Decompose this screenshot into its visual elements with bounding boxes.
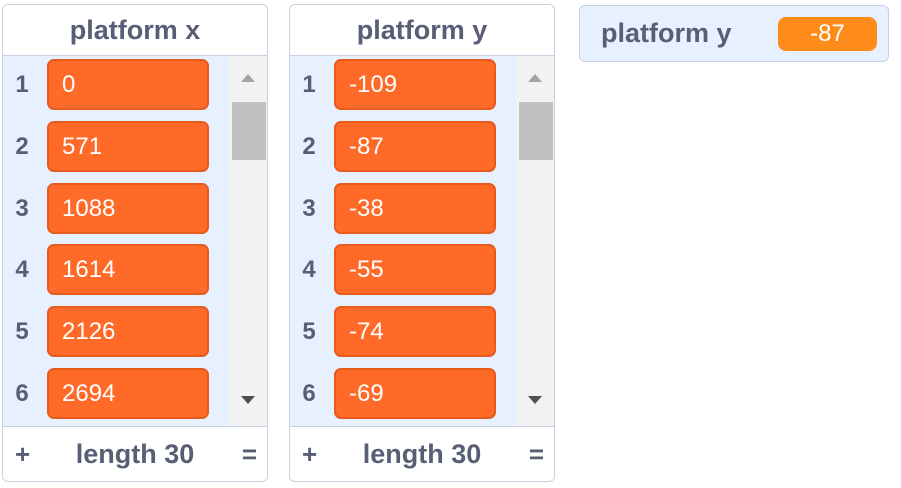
list-item-index: 4 [302,255,316,283]
list-item: 5 -74 [290,303,516,360]
list-footer: + length 30 = [290,426,554,481]
list-rows: 1 -109 2 -87 3 -38 4 -55 5 -74 6 -69 [290,56,516,428]
list-item-value[interactable]: 1614 [47,244,209,295]
list-monitor-platform-y: platform y 1 -109 2 -87 3 -38 4 -55 5 -7… [289,4,555,482]
list-item-index: 2 [15,132,29,160]
list-item-index: 1 [302,70,316,98]
list-item-value[interactable]: 0 [47,59,209,110]
list-item-index: 6 [302,379,316,407]
list-body: 1 -109 2 -87 3 -38 4 -55 5 -74 6 -69 [290,56,554,428]
list-item-value[interactable]: -74 [334,306,496,357]
list-footer: + length 30 = [3,426,267,481]
list-item: 1 0 [3,56,229,113]
list-item-index: 5 [302,317,316,345]
list-item-value[interactable]: -38 [334,183,496,234]
scroll-thumb[interactable] [519,102,553,160]
list-item-value[interactable]: -109 [334,59,496,110]
scroll-thumb[interactable] [232,102,266,160]
list-item: 4 -55 [290,241,516,298]
list-item-index: 5 [15,317,29,345]
list-item-value[interactable]: -87 [334,121,496,172]
list-item: 1 -109 [290,56,516,113]
list-title: platform y [290,5,554,56]
list-item-index: 1 [15,70,29,98]
list-item: 2 571 [3,118,229,175]
list-item-index: 4 [15,255,29,283]
list-body: 1 0 2 571 3 1088 4 1614 5 2126 6 2694 [3,56,267,428]
scroll-down-icon[interactable] [528,396,542,404]
list-item-index: 2 [302,132,316,160]
add-item-button[interactable]: + [302,438,318,469]
list-item-index: 3 [15,194,29,222]
list-item-value[interactable]: 2694 [47,368,209,419]
variable-value: -87 [778,17,877,51]
resize-handle[interactable]: = [241,438,257,469]
list-length: length 30 [362,438,482,469]
scroll-down-icon[interactable] [241,396,255,404]
list-item: 3 1088 [3,180,229,237]
list-item: 6 2694 [3,365,229,422]
list-item: 4 1614 [3,241,229,298]
list-item-value[interactable]: 1088 [47,183,209,234]
list-item-index: 3 [302,194,316,222]
list-item: 5 2126 [3,303,229,360]
list-title: platform x [3,5,267,56]
list-item: 3 -38 [290,180,516,237]
list-item-index: 6 [15,379,29,407]
list-item-value[interactable]: 571 [47,121,209,172]
list-item-value[interactable]: 2126 [47,306,209,357]
list-item-value[interactable]: -69 [334,368,496,419]
list-scrollbar[interactable] [229,56,267,428]
scroll-up-icon[interactable] [528,74,542,82]
list-item-value[interactable]: -55 [334,244,496,295]
list-monitor-platform-x: platform x 1 0 2 571 3 1088 4 1614 5 212… [2,4,268,482]
variable-monitor-platform-y[interactable]: platform y -87 [579,5,889,62]
list-item: 6 -69 [290,365,516,422]
resize-handle[interactable]: = [528,438,544,469]
list-rows: 1 0 2 571 3 1088 4 1614 5 2126 6 2694 [3,56,229,428]
variable-label: platform y [601,18,732,48]
scroll-up-icon[interactable] [241,74,255,82]
list-item: 2 -87 [290,118,516,175]
add-item-button[interactable]: + [15,438,31,469]
list-length: length 30 [75,438,195,469]
list-scrollbar[interactable] [516,56,554,428]
